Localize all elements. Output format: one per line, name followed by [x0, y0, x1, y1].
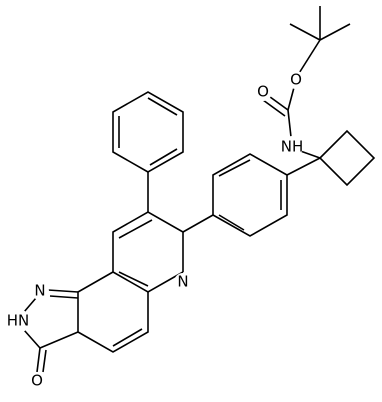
atom-label: O [31, 372, 43, 390]
atom-label: O [290, 71, 302, 89]
atom-label: HN [7, 312, 30, 330]
atom-label: N [34, 282, 45, 300]
atom-label: N [177, 273, 188, 291]
bonds [23, 6, 376, 373]
atom-label: NH [281, 138, 304, 156]
atom-masks [6, 71, 305, 390]
atom-label: O [257, 83, 269, 101]
